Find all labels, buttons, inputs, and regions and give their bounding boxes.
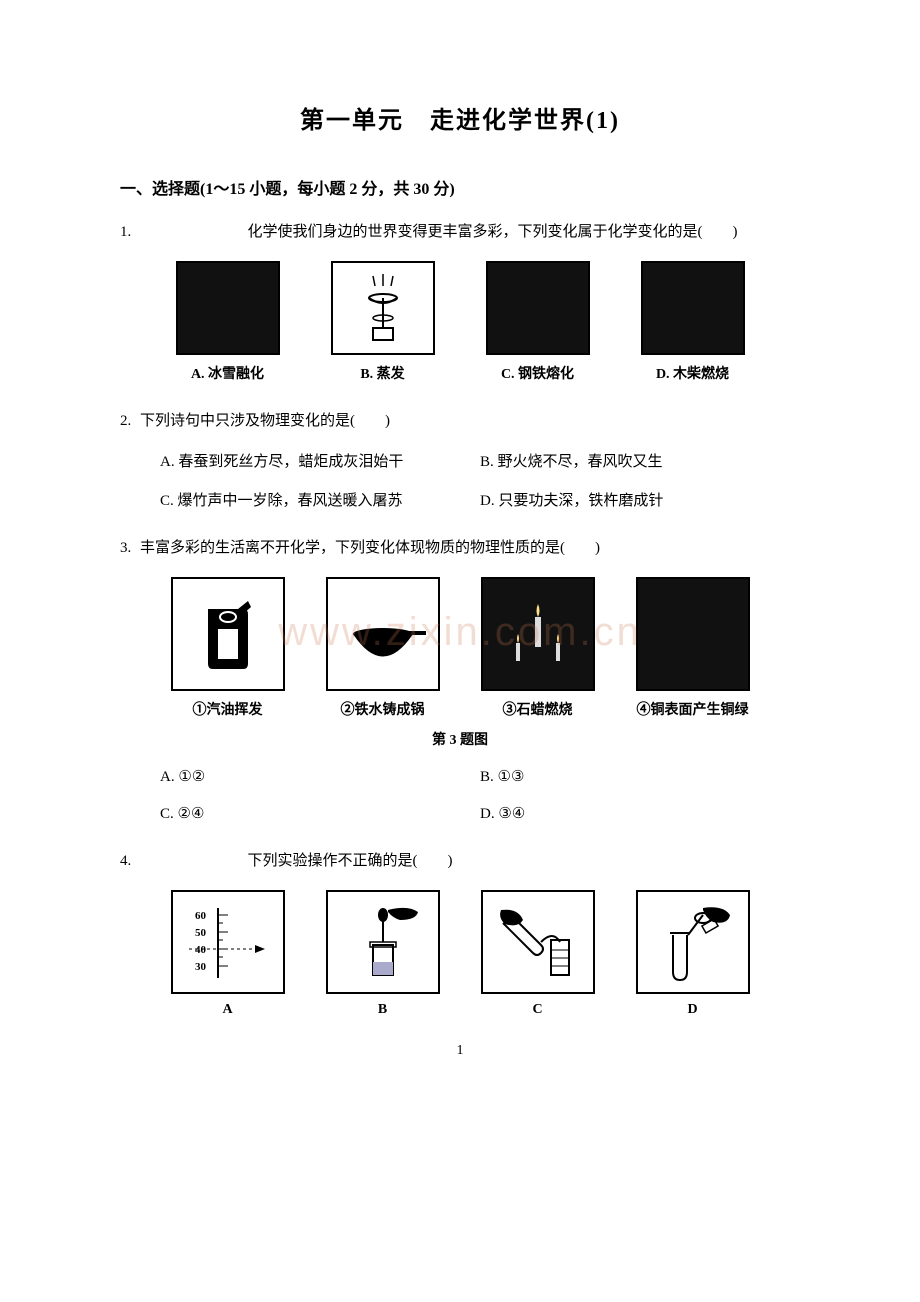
- question-2: 2.下列诗句中只涉及物理变化的是( ) A. 春蚕到死丝方尽，蜡炬成灰泪始干 B…: [120, 408, 800, 510]
- q3-box-1: [171, 577, 285, 691]
- cylinder-icon: 60 50 40 30: [183, 900, 273, 985]
- q1-box-d: [641, 261, 745, 355]
- q3-opt-b: B. ①③: [480, 767, 800, 786]
- section-header: 一、选择题(1～15 小题，每小题 2 分，共 30 分): [120, 175, 800, 199]
- q4-image-row: 60 50 40 30 A: [150, 890, 770, 1018]
- q4-box-c: [481, 890, 595, 994]
- q1-box-a: [176, 261, 280, 355]
- q4-img-c: C: [481, 890, 595, 1018]
- q2-opt-b: B. 野火烧不尽，春风吹又生: [480, 450, 800, 471]
- oilcan-icon: [183, 589, 273, 679]
- q3-opt-d: D. ③④: [480, 804, 800, 823]
- wok-icon: [338, 589, 428, 679]
- q4-box-b: [326, 890, 440, 994]
- q3-opt-a: A. ①②: [160, 767, 480, 786]
- q2-opt-a: A. 春蚕到死丝方尽，蜡炬成灰泪始干: [160, 450, 480, 471]
- candles-icon: [493, 589, 583, 679]
- q1-cap-b: B. 蒸发: [331, 363, 435, 383]
- svg-text:50: 50: [195, 927, 207, 939]
- q3-opt-c: C. ②④: [160, 804, 480, 823]
- q1-box-b: [331, 261, 435, 355]
- q4-box-d: [636, 890, 750, 994]
- q3-options: A. ①② B. ①③ C. ②④ D. ③④: [160, 767, 800, 823]
- heat-tube-icon: [493, 900, 583, 985]
- q3-img-2: ②铁水铸成锅: [326, 577, 440, 719]
- q2-number: 2.: [120, 408, 140, 435]
- q3-cap-1: ①汽油挥发: [171, 699, 285, 719]
- svg-text:30: 30: [195, 961, 207, 973]
- q3-box-4: [636, 577, 750, 691]
- dropper-icon: [338, 900, 428, 985]
- page-number: 1: [120, 1043, 800, 1059]
- q1-stem: 化学使我们身边的世界变得更丰富多彩，下列变化属于化学变化的是( ): [248, 224, 738, 240]
- svg-text:60: 60: [195, 910, 207, 922]
- q3-box-2: [326, 577, 440, 691]
- q3-stem: 丰富多彩的生活离不开化学，下列变化体现物质的物理性质的是( ): [140, 540, 600, 556]
- q3-number: 3.: [120, 535, 140, 562]
- pour-tube-icon: [648, 900, 738, 985]
- q4-number: 4.: [120, 848, 140, 875]
- q2-opt-c: C. 爆竹声中一岁除，春风送暖入屠苏: [160, 489, 480, 510]
- q1-img-d: D. 木柴燃烧: [641, 261, 745, 383]
- question-3: 3.丰富多彩的生活离不开化学，下列变化体现物质的物理性质的是( ) ①汽油挥发: [120, 535, 800, 823]
- q4-stem: 下列实验操作不正确的是( ): [248, 853, 453, 869]
- q4-cap-d: D: [636, 1002, 750, 1018]
- q4-line: 4. 下列实验操作不正确的是( ): [120, 848, 800, 875]
- q3-image-row: ①汽油挥发 ②铁水铸成锅: [150, 577, 770, 719]
- q4-cap-b: B: [326, 1002, 440, 1018]
- question-4: 4. 下列实验操作不正确的是( ) 60 50 40 30: [120, 848, 800, 1018]
- q1-img-b: B. 蒸发: [331, 261, 435, 383]
- q3-img-4: ④铜表面产生铜绿: [636, 577, 750, 719]
- q4-box-a: 60 50 40 30: [171, 890, 285, 994]
- q3-img-1: ①汽油挥发: [171, 577, 285, 719]
- q4-img-b: B: [326, 890, 440, 1018]
- q4-img-d: D: [636, 890, 750, 1018]
- q3-box-3: [481, 577, 595, 691]
- question-1: 1. 化学使我们身边的世界变得更丰富多彩，下列变化属于化学变化的是( ) A. …: [120, 219, 800, 383]
- page-title: 第一单元 走进化学世界(1): [120, 100, 800, 135]
- q1-img-c: C. 钢铁熔化: [486, 261, 590, 383]
- q2-options: A. 春蚕到死丝方尽，蜡炬成灰泪始干 B. 野火烧不尽，春风吹又生 C. 爆竹声…: [160, 450, 800, 510]
- q4-cap-a: A: [171, 1002, 285, 1018]
- q3-fig-caption: 第 3 题图: [120, 729, 800, 749]
- svg-text:40: 40: [195, 944, 207, 956]
- q1-cap-d: D. 木柴燃烧: [641, 363, 745, 383]
- q1-image-row: A. 冰雪融化 B. 蒸发: [150, 261, 770, 383]
- q2-opt-d: D. 只要功夫深，铁杵磨成针: [480, 489, 800, 510]
- q4-img-a: 60 50 40 30 A: [171, 890, 285, 1018]
- q1-box-c: [486, 261, 590, 355]
- q3-img-3: ③石蜡燃烧: [481, 577, 595, 719]
- q3-cap-4: ④铜表面产生铜绿: [636, 699, 750, 719]
- q3-cap-3: ③石蜡燃烧: [481, 699, 595, 719]
- q3-line: 3.丰富多彩的生活离不开化学，下列变化体现物质的物理性质的是( ): [120, 535, 800, 562]
- q1-img-a: A. 冰雪融化: [176, 261, 280, 383]
- q2-line: 2.下列诗句中只涉及物理变化的是( ): [120, 408, 800, 435]
- evaporate-icon: [343, 268, 423, 348]
- q1-line: 1. 化学使我们身边的世界变得更丰富多彩，下列变化属于化学变化的是( ): [120, 219, 800, 246]
- q1-cap-a: A. 冰雪融化: [176, 363, 280, 383]
- q2-stem: 下列诗句中只涉及物理变化的是( ): [140, 413, 390, 429]
- q1-number: 1.: [120, 219, 140, 246]
- q4-cap-c: C: [481, 1002, 595, 1018]
- q1-cap-c: C. 钢铁熔化: [486, 363, 590, 383]
- q3-cap-2: ②铁水铸成锅: [326, 699, 440, 719]
